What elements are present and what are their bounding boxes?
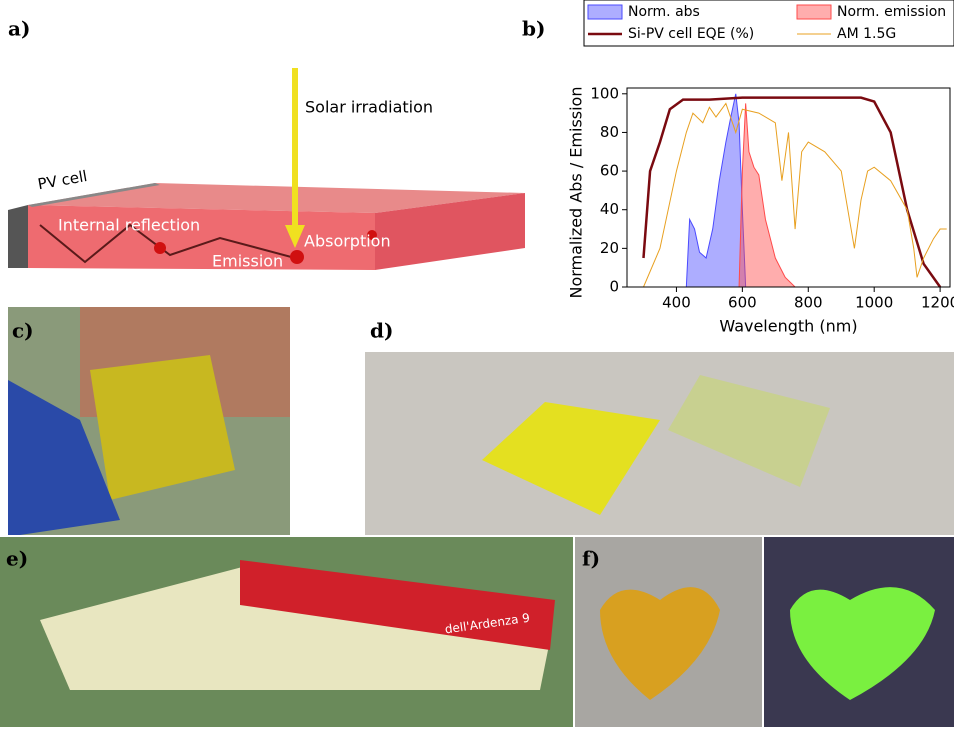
y-tick-label: 0 (609, 278, 619, 296)
y-tick-label: 60 (600, 162, 619, 180)
annotation: PV cell (36, 167, 88, 193)
annotation: Absorption (304, 232, 391, 251)
x-axis-label: Wavelength (nm) (719, 317, 857, 336)
y-tick-label: 100 (590, 84, 619, 102)
dye (290, 250, 304, 264)
x-tick-label: 600 (728, 294, 757, 312)
annotation: Internal reflection (58, 216, 200, 235)
x-tick-label: 800 (794, 294, 823, 312)
y-tick-label: 20 (600, 239, 619, 257)
area (739, 103, 795, 287)
panel-label: d) (370, 319, 393, 343)
page: {"panels":{"a":{"label":"a)","solar":"So… (0, 0, 954, 731)
legend-label: AM 1.5G (837, 26, 896, 42)
solar-beam (292, 68, 298, 238)
legend-swatch (588, 5, 622, 19)
annotation: Solar irradiation (305, 98, 433, 117)
panel-label: e) (6, 547, 28, 571)
panel-label: a) (8, 17, 30, 41)
figure: a) Solar irradiation PV cell Internal re… (0, 0, 954, 727)
chart: Norm. abs Norm. emission Si-PV cell EQE (%… (567, 0, 954, 336)
panel-label: b) (522, 17, 545, 41)
x-tick-label: 1000 (855, 294, 893, 312)
y-tick-label: 80 (600, 123, 619, 141)
panel-label: c) (12, 319, 34, 343)
legend-label: Si-PV cell EQE (%) (628, 26, 754, 42)
y-tick-label: 40 (600, 200, 619, 218)
dye (154, 242, 166, 254)
y-axis-label: Normalized Abs / Emission (567, 86, 586, 298)
pv-cell (8, 205, 28, 268)
legend-label: Norm. abs (628, 4, 700, 20)
area (686, 94, 745, 287)
legend-label: Norm. emission (837, 4, 946, 20)
legend-swatch (797, 5, 831, 19)
x-tick-label: 400 (662, 294, 691, 312)
annotation: Emission (212, 252, 283, 271)
panel-label: f) (582, 547, 600, 571)
photo-d (365, 352, 954, 535)
